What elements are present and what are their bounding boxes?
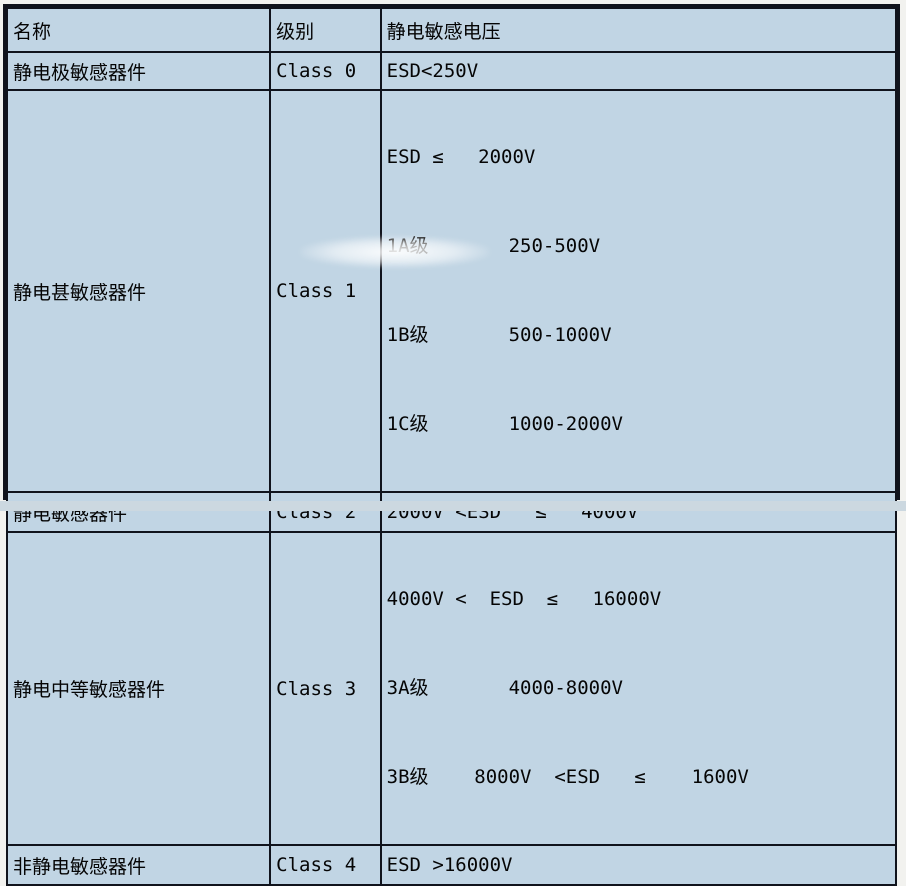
- voltage-cell: 2000V <ESD ≤ 4000V: [379, 491, 898, 533]
- bottom-strip: [0, 501, 906, 511]
- voltage-line: 3B级 8000V <ESD ≤ 1600V: [386, 766, 749, 788]
- name-cell: 静电极敏感器件: [5, 51, 272, 91]
- table-header-row: 名称 级别 静电敏感电压: [5, 7, 898, 53]
- voltage-cell: 4000V < ESD ≤ 16000V 3A级 4000-8000V 3B级 …: [379, 531, 898, 846]
- voltage-cell: ESD >16000V: [379, 844, 898, 886]
- page: 名称 级别 静电敏感电压 静电极敏感器件 Class 0 ESD<250V 静电…: [0, 4, 906, 886]
- class-cell: Class 3: [269, 531, 382, 846]
- voltage-cell: ESD<250V: [379, 51, 898, 91]
- class-cell: Class 1: [269, 89, 382, 493]
- voltage-line: 3A级 4000-8000V: [386, 677, 623, 699]
- table-row: 静电甚敏感器件 Class 1 ESD ≤ 2000V 1A级 250-500V…: [5, 89, 898, 493]
- voltage-line: 1C级 1000-2000V: [386, 413, 623, 435]
- name-cell: 静电敏感器件: [5, 491, 272, 533]
- class-cell: Class 4: [269, 844, 382, 886]
- name-cell: 静电甚敏感器件: [5, 89, 272, 493]
- name-cell: 静电中等敏感器件: [5, 531, 272, 846]
- class-cell: Class 2: [269, 491, 382, 533]
- esd-sensitivity-table: 名称 级别 静电敏感电压 静电极敏感器件 Class 0 ESD<250V 静电…: [5, 7, 898, 886]
- voltage-line: ESD ≤ 2000V: [386, 146, 536, 168]
- esd-sensitivity-table-wrap: 名称 级别 静电敏感电压 静电极敏感器件 Class 0 ESD<250V 静电…: [3, 4, 900, 886]
- table-row: 静电极敏感器件 Class 0 ESD<250V: [5, 51, 898, 91]
- voltage-cell: ESD ≤ 2000V 1A级 250-500V 1B级 500-1000V 1…: [379, 89, 898, 493]
- voltage-line: 1A级 250-500V: [386, 235, 601, 257]
- header-name: 名称: [5, 7, 272, 53]
- voltage-line: 1B级 500-1000V: [386, 324, 612, 346]
- header-class: 级别: [269, 7, 382, 53]
- table-row: 静电敏感器件 Class 2 2000V <ESD ≤ 4000V: [5, 491, 898, 533]
- voltage-line: 4000V < ESD ≤ 16000V: [386, 588, 662, 610]
- name-cell: 非静电敏感器件: [5, 844, 272, 886]
- header-voltage: 静电敏感电压: [379, 7, 898, 53]
- class-cell: Class 0: [269, 51, 382, 91]
- table-row: 静电中等敏感器件 Class 3 4000V < ESD ≤ 16000V 3A…: [5, 531, 898, 846]
- table-row: 非静电敏感器件 Class 4 ESD >16000V: [5, 844, 898, 886]
